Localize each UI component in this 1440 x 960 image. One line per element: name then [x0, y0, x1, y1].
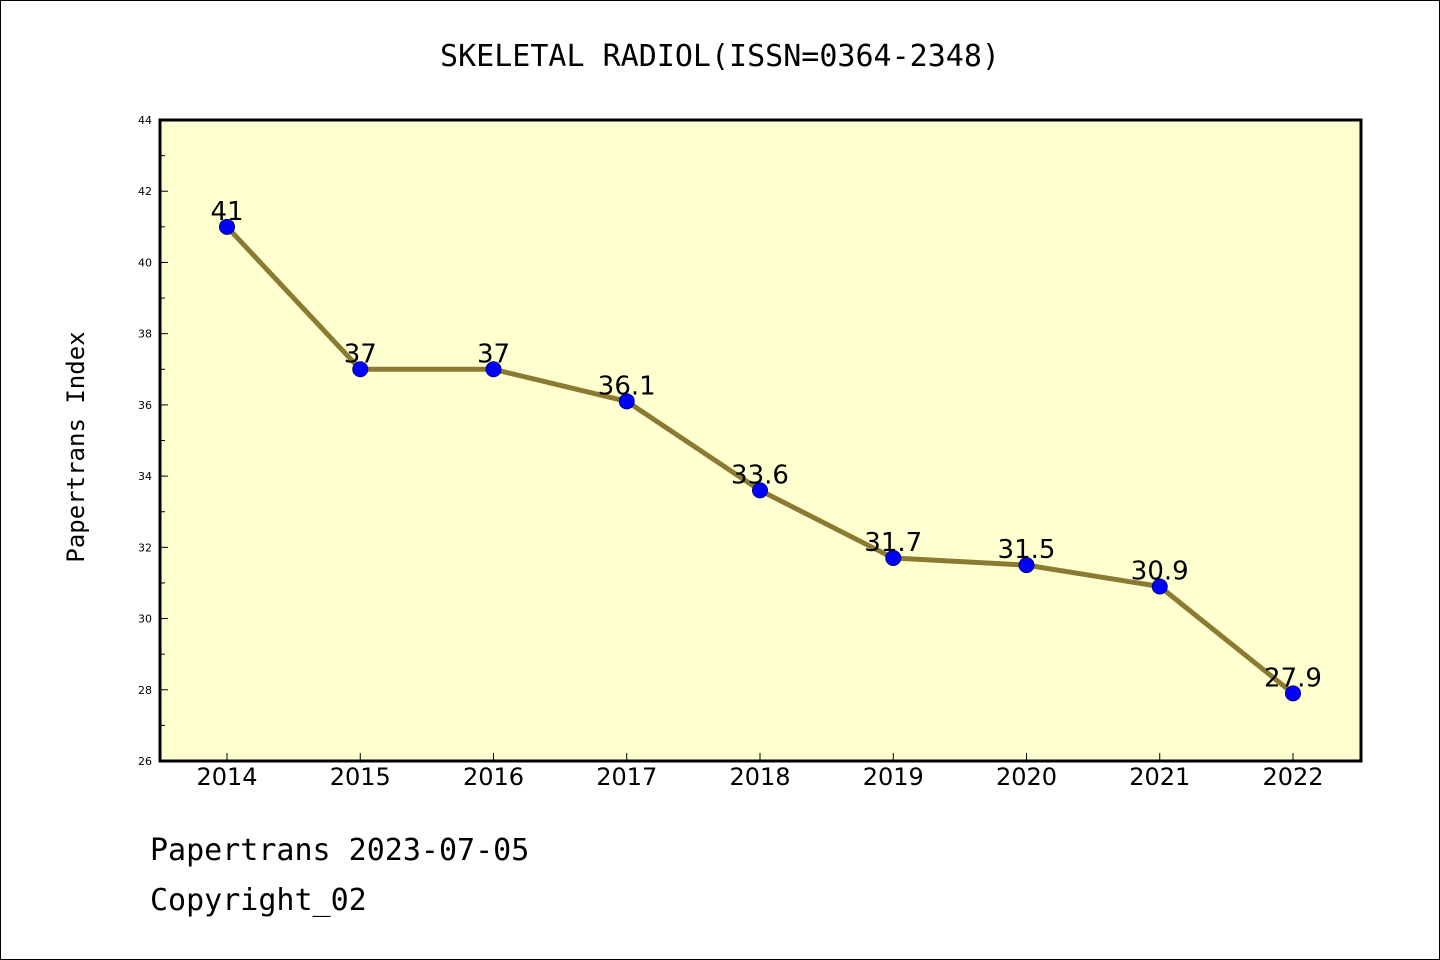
x-tick-label: 2019 — [863, 763, 924, 791]
y-tick-label: 28 — [138, 684, 152, 697]
y-tick-label: 26 — [138, 755, 152, 768]
data-point — [1151, 578, 1168, 595]
data-points — [219, 218, 1301, 702]
y-tick-label: 32 — [138, 541, 152, 554]
data-label: 31.7 — [864, 528, 922, 558]
y-axis-label: Papertrans Index — [62, 331, 90, 562]
chart-title: SKELETAL RADIOL(ISSN=0364-2348) — [440, 39, 1000, 74]
data-point — [885, 550, 902, 567]
data-label: 37 — [477, 339, 510, 369]
y-tick-label: 36 — [138, 399, 152, 412]
data-point — [219, 218, 235, 235]
y-tick-label: 40 — [138, 256, 152, 269]
x-tick-label: 2022 — [1262, 763, 1323, 791]
x-tick-label: 2020 — [996, 763, 1057, 791]
footer-date: Papertrans 2023-07-05 — [150, 833, 530, 868]
data-label: 41 — [210, 197, 243, 227]
data-point — [1018, 557, 1035, 574]
x-tick-label: 2021 — [1129, 763, 1190, 791]
x-tick-label: 2018 — [729, 763, 790, 791]
footer-copyright: Copyright_02 — [150, 883, 367, 918]
x-tick-label: 2015 — [330, 763, 391, 791]
x-axis: 2014 2015 2016 2017 2018 2019 2020 2021 2022 — [196, 753, 1324, 791]
y-tick-label: 34 — [138, 470, 152, 483]
data-point — [485, 361, 502, 378]
y-tick-label: 30 — [138, 613, 152, 626]
data-label: 37 — [344, 339, 377, 369]
x-tick-label: 2017 — [596, 763, 657, 791]
y-tick-label: 42 — [138, 185, 152, 198]
data-label: 31.5 — [998, 535, 1056, 565]
y-tick-label: 44 — [138, 114, 152, 127]
plot-area — [158, 118, 1363, 763]
x-tick-label: 2016 — [463, 763, 524, 791]
data-labels: 41 37 37 36.1 33.6 31.7 31.5 30.9 27.9 — [210, 197, 1321, 694]
data-label: 30.9 — [1131, 557, 1189, 587]
x-tick-label: 2014 — [196, 763, 257, 791]
data-label: 27.9 — [1264, 663, 1322, 693]
y-tick-label: 38 — [138, 328, 152, 341]
data-point — [752, 482, 768, 499]
data-label: 36.1 — [598, 371, 656, 401]
y-axis: 26 28 30 32 34 36 38 40 42 44 — [138, 114, 168, 768]
data-point — [618, 393, 635, 410]
data-point — [1285, 685, 1301, 702]
data-label: 33.6 — [731, 460, 789, 490]
data-point — [352, 361, 369, 378]
